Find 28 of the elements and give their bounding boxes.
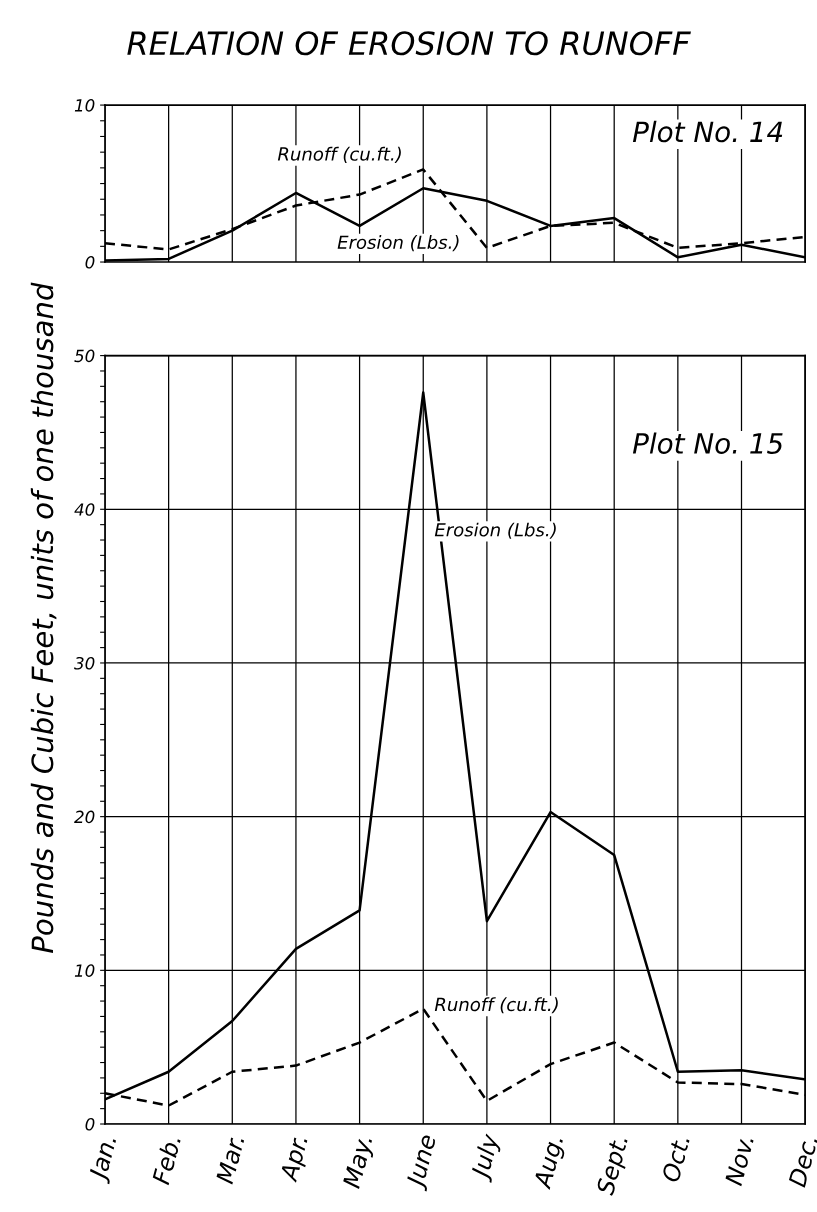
y-tick-label: 10 [74,964,95,977]
x-tick-label: Nov. [724,1135,754,1187]
chart-title: RELATION OF EROSION TO RUNOFF [127,31,691,56]
annotation: Plot No. 15 [632,432,783,454]
y-tick-label: 0 [85,1117,95,1131]
x-tick-label: Sept. [595,1135,633,1198]
x-tick-label: Apr. [279,1135,313,1185]
y-tick-label: 50 [74,349,95,363]
x-tick-label: Aug. [532,1135,568,1192]
x-tick-label: Dec. [788,1135,817,1188]
y-tick-label: 30 [74,656,95,670]
y-tick-label: 10 [74,99,95,112]
series-label: Runoff (cu.ft.) [277,146,401,163]
series-label: Erosion (Lbs.) [337,235,459,252]
x-tick-label: June [405,1133,441,1192]
series-label: Runoff (cu.ft.) [434,997,558,1014]
y-tick-label: 20 [74,810,95,824]
y-tick-label: 0 [85,256,95,269]
x-tick-label: Mar. [215,1135,245,1185]
x-tick-label: July [469,1132,504,1184]
x-tick-label: May. [342,1135,377,1191]
x-tick-label: Jan. [87,1135,121,1185]
x-tick-label: Feb. [151,1135,181,1186]
series-label: Erosion (Lbs.) [434,522,556,539]
x-tick-label: Oct. [661,1135,690,1183]
annotation: Plot No. 14 [632,120,783,143]
y-tick-label: 40 [74,503,95,516]
y-axis-title: Pounds and Cubic Feet, units of one thousand [30,282,57,953]
